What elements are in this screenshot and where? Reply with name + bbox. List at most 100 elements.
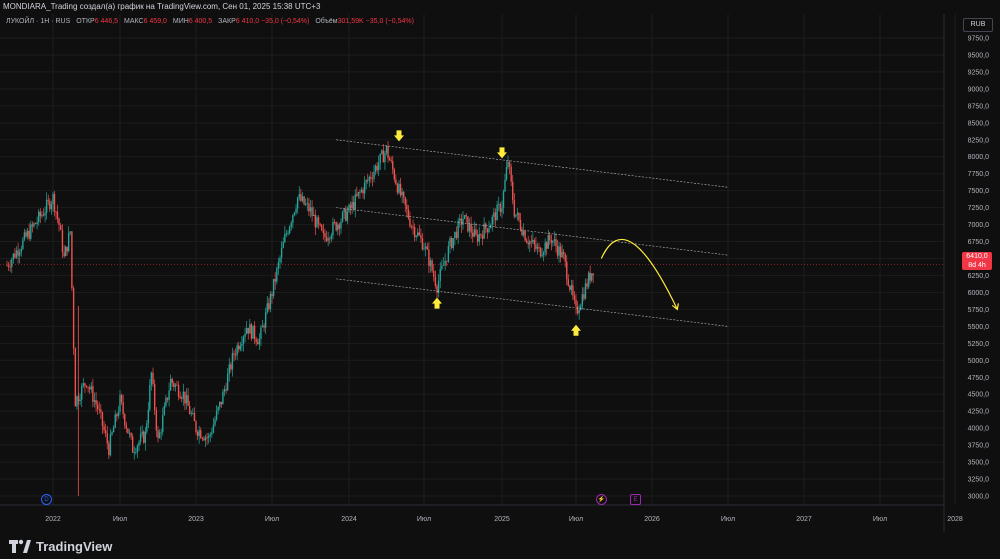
currency-button[interactable]: RUB [963, 18, 993, 32]
candle-body [572, 285, 574, 296]
candle-body [101, 412, 104, 427]
candle-body [569, 285, 571, 290]
footer [0, 532, 1000, 559]
y-tick-label: 7250,0 [968, 205, 990, 212]
candle-body [111, 432, 113, 435]
candle-body [444, 260, 446, 266]
candle-body [368, 176, 371, 181]
price-chart[interactable]: 9750,0 9500,0 9250,0 9000,0 8750,0 8500,0 8250… [0, 14, 1000, 534]
candle-body [238, 345, 240, 350]
candle-body [166, 397, 169, 400]
candle-body [428, 249, 430, 267]
candle-body [114, 414, 116, 428]
candle-body [498, 204, 500, 205]
candle-body [379, 153, 381, 164]
candle-body [592, 273, 594, 276]
candle-body [343, 209, 345, 213]
candle-body [504, 179, 506, 192]
candle-body [119, 394, 121, 412]
candle-body [117, 411, 120, 417]
candle-body [407, 209, 410, 219]
tradingview-wordmark: TradingView [36, 538, 113, 554]
candle-body [125, 425, 128, 429]
candle-body [382, 150, 385, 163]
candle-body [475, 229, 477, 235]
candle-body [201, 438, 204, 439]
legend-close-label: ЗАКР [218, 18, 236, 25]
candle-body [264, 312, 267, 328]
candle-body [234, 354, 237, 356]
candle-body [160, 431, 162, 433]
candle-body [502, 191, 505, 208]
candle-body [196, 431, 199, 437]
candle-body [163, 405, 166, 416]
candle-body [255, 338, 257, 343]
candle-body [220, 401, 223, 405]
candle-body [395, 179, 397, 185]
candle-body [233, 353, 235, 355]
legend-low-label: МИН [172, 18, 189, 25]
candle-body [272, 278, 275, 297]
candle-body [81, 385, 83, 400]
candle-body [53, 193, 56, 212]
candle-body [404, 197, 406, 206]
candle-body [371, 178, 374, 180]
candle-body [250, 324, 253, 339]
candle-body [22, 239, 24, 249]
candle-body [519, 219, 522, 230]
candle-body [219, 401, 221, 407]
candle-body [476, 234, 479, 242]
earnings-marker[interactable]: E [630, 494, 641, 505]
candle-body [455, 231, 458, 239]
candle-body [439, 268, 441, 281]
candle-body [556, 246, 559, 256]
candle-body [373, 171, 375, 179]
candle-body [589, 272, 591, 281]
candle-body [590, 273, 593, 281]
candle-body [553, 239, 556, 241]
y-tick-label: 8750,0 [968, 103, 990, 110]
candle-body [76, 396, 78, 407]
candle-body [360, 189, 363, 193]
legend-volume-change: −35,0 (−0,54%) [365, 18, 414, 25]
candle-body [58, 218, 60, 226]
candle-body [260, 327, 262, 339]
candle-body [34, 223, 37, 225]
legend-symbol[interactable]: ЛУКОЙЛ · 1Н · RUS [6, 18, 71, 25]
candle-body [501, 207, 503, 213]
candle-body [288, 226, 291, 234]
split-marker-icon[interactable]: ⚡ [596, 494, 607, 505]
candle-body [316, 217, 318, 228]
candle-body [60, 225, 62, 230]
tradingview-logo[interactable]: TradingView [9, 537, 112, 555]
candle-body [120, 394, 123, 403]
current-price-value: 6410,0 [966, 253, 988, 260]
candle-body [465, 215, 467, 217]
candle-body [457, 220, 459, 239]
candle-body [222, 391, 224, 405]
channel-middle-line [336, 207, 729, 256]
candle-body [215, 410, 218, 420]
candle-body [346, 211, 349, 221]
candle-body [567, 279, 569, 286]
x-tick-label: 2023 [188, 516, 204, 523]
candle-body [329, 238, 331, 240]
candle-body [230, 364, 232, 370]
candle-body [181, 398, 183, 400]
dividend-marker[interactable]: D [41, 494, 52, 505]
candle-body [573, 295, 576, 300]
candle-body [182, 391, 185, 399]
candle-body [85, 385, 88, 387]
candle-body [122, 402, 124, 415]
candle-body [337, 224, 339, 231]
up-arrow-icon [432, 297, 442, 309]
candle-body [92, 386, 94, 402]
y-tick-label: 5500,0 [968, 324, 990, 331]
candle-body [155, 410, 158, 431]
legend-close-value: 6 410,0 [235, 18, 260, 25]
candle-body [44, 212, 46, 216]
y-tick-label: 3500,0 [968, 460, 990, 467]
candle-body [385, 146, 388, 153]
candle-body [290, 222, 292, 227]
candle-body [96, 404, 99, 410]
